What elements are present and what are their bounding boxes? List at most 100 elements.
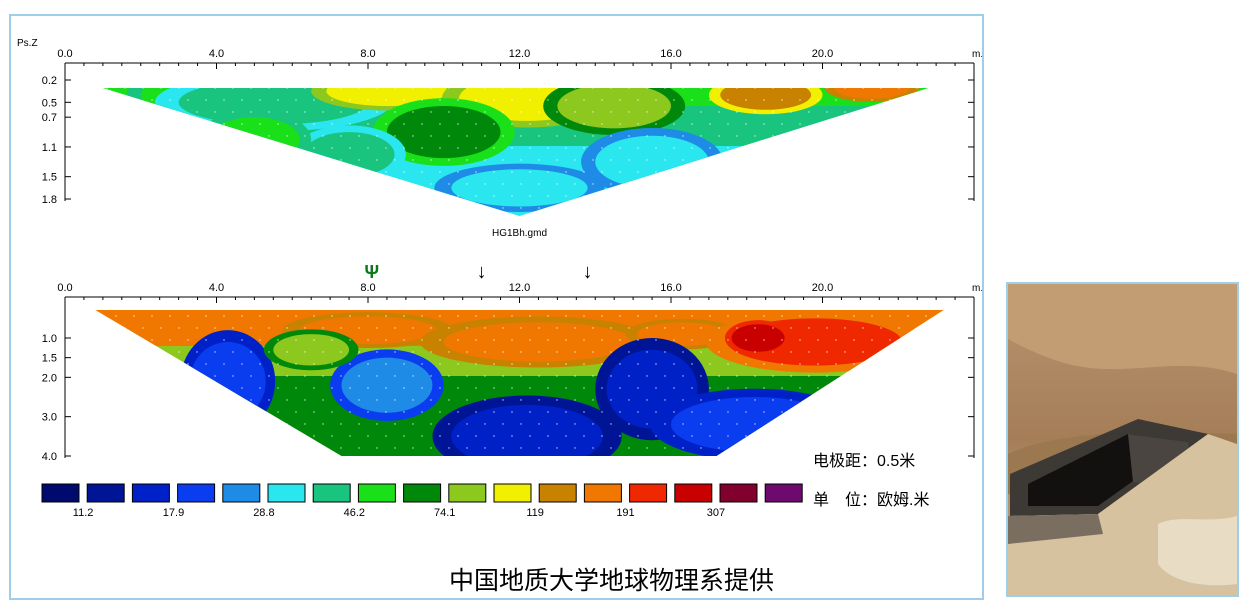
section-1-data-point bbox=[385, 291, 386, 292]
legend-swatch bbox=[267, 483, 306, 503]
section-2-data-point bbox=[898, 423, 900, 425]
section-2-data-point bbox=[655, 435, 657, 437]
section-2-x-tick-label: 12.0 bbox=[509, 282, 530, 294]
section-1-data-point bbox=[700, 88, 702, 89]
section-1-data-point bbox=[448, 255, 449, 256]
section-1-data-point bbox=[151, 459, 152, 460]
section-2-data-point bbox=[943, 123, 944, 124]
section-2-data-point bbox=[574, 351, 576, 353]
section-2-data-point bbox=[178, 471, 179, 472]
section-1-data-point bbox=[493, 123, 495, 125]
section-2-data-point bbox=[457, 219, 458, 220]
section-2-data-point bbox=[133, 411, 135, 413]
section-1-data-point bbox=[637, 99, 639, 101]
section-2-data-point bbox=[331, 339, 333, 341]
section-2-data-point bbox=[106, 183, 107, 184]
section-1-data-point bbox=[394, 255, 395, 256]
section-1-data-point bbox=[205, 219, 206, 220]
section-2-data-point bbox=[709, 171, 710, 172]
section-1-data-point bbox=[79, 75, 80, 76]
section-1-data-point bbox=[862, 447, 863, 448]
section-1-data-point bbox=[646, 183, 648, 185]
section-1-data-point bbox=[394, 159, 396, 161]
section-2-data-point bbox=[223, 363, 225, 365]
legend-swatch bbox=[177, 483, 216, 503]
section-1-data-point bbox=[502, 279, 503, 280]
section-2-data-point bbox=[394, 207, 395, 208]
section-2-data-point bbox=[421, 411, 423, 413]
section-1-data-point bbox=[610, 231, 611, 232]
section-1-data-point bbox=[232, 423, 233, 424]
section-2-data-point bbox=[565, 75, 566, 76]
section-2-data-point bbox=[79, 459, 80, 460]
section-2-data-point bbox=[574, 399, 576, 401]
section-2-data-point bbox=[448, 447, 450, 449]
section-1-data-point bbox=[115, 267, 116, 268]
section-1-data-point bbox=[664, 159, 666, 161]
section-2-data-point bbox=[925, 219, 926, 220]
section-1-data-point bbox=[916, 303, 917, 304]
section-1-data-point bbox=[736, 279, 737, 280]
section-1-data-point bbox=[133, 411, 134, 412]
section-1-data-point bbox=[457, 171, 459, 173]
section-1-data-point bbox=[169, 123, 171, 125]
section-2-data-point bbox=[565, 243, 566, 244]
section-2-data-point bbox=[106, 471, 107, 472]
section-2-data-point bbox=[358, 375, 360, 377]
section-1-data-point bbox=[403, 123, 405, 125]
section-2-data-point bbox=[718, 447, 720, 449]
section-1-data-point bbox=[115, 195, 117, 197]
section-2-data-point bbox=[304, 351, 306, 353]
section-1-data-point bbox=[700, 471, 701, 472]
section-2-data-point bbox=[781, 459, 782, 460]
section-2-data-point bbox=[412, 447, 414, 449]
section-2-data-point bbox=[763, 243, 764, 244]
section-2-data-point bbox=[151, 219, 152, 220]
section-2-data-point bbox=[808, 351, 810, 353]
section-1-data-point bbox=[898, 255, 899, 256]
section-1-data-point bbox=[961, 75, 962, 76]
section-1-data-point bbox=[277, 75, 278, 76]
section-1-data-point bbox=[862, 88, 864, 89]
section-2-data-point bbox=[745, 243, 746, 244]
section-1-data-point bbox=[619, 147, 621, 149]
section-1-data-point bbox=[637, 147, 639, 149]
section-1-data-point bbox=[223, 123, 225, 125]
section-1-data-point bbox=[628, 279, 629, 280]
section-2-data-point bbox=[529, 315, 531, 317]
section-1-data-point bbox=[223, 411, 224, 412]
section-1-data-point bbox=[241, 99, 243, 101]
section-2-data-point bbox=[502, 375, 504, 377]
section-1-data-point bbox=[916, 423, 917, 424]
section-1-data-point bbox=[691, 147, 693, 149]
section-1-data-point bbox=[745, 291, 746, 292]
section-1-y-axis-title: Ps.Z bbox=[17, 38, 38, 49]
section-1-data-point bbox=[169, 435, 170, 436]
section-2-data-point bbox=[196, 303, 197, 304]
section-2-data-point bbox=[250, 375, 252, 377]
section-2-data-point bbox=[898, 231, 899, 232]
section-2-data-point bbox=[772, 327, 774, 329]
section-2-data-point bbox=[952, 279, 953, 280]
section-2-data-point bbox=[538, 255, 539, 256]
section-2-data-point bbox=[871, 123, 872, 124]
section-1-data-point bbox=[925, 171, 927, 173]
section-2-data-point bbox=[637, 339, 639, 341]
section-1-data-point bbox=[943, 75, 944, 76]
section-2-data-point bbox=[178, 327, 180, 329]
section-1-data-point bbox=[124, 183, 126, 185]
section-1-data-point bbox=[844, 183, 846, 185]
section-1-data-point bbox=[556, 303, 557, 304]
section-2-data-point bbox=[853, 75, 854, 76]
section-1-data-point bbox=[97, 99, 98, 100]
section-1-data-point bbox=[565, 171, 567, 173]
section-1-data-point bbox=[682, 255, 683, 256]
section-2-data-point bbox=[916, 207, 917, 208]
section-1-data-point bbox=[682, 135, 684, 137]
section-2-data-point bbox=[736, 231, 737, 232]
section-2-data-point bbox=[439, 195, 440, 196]
section-1-data-point bbox=[223, 267, 224, 268]
section-2-data-point bbox=[169, 315, 171, 317]
section-1-data-point bbox=[601, 195, 603, 197]
section-2-data-point bbox=[106, 375, 108, 377]
